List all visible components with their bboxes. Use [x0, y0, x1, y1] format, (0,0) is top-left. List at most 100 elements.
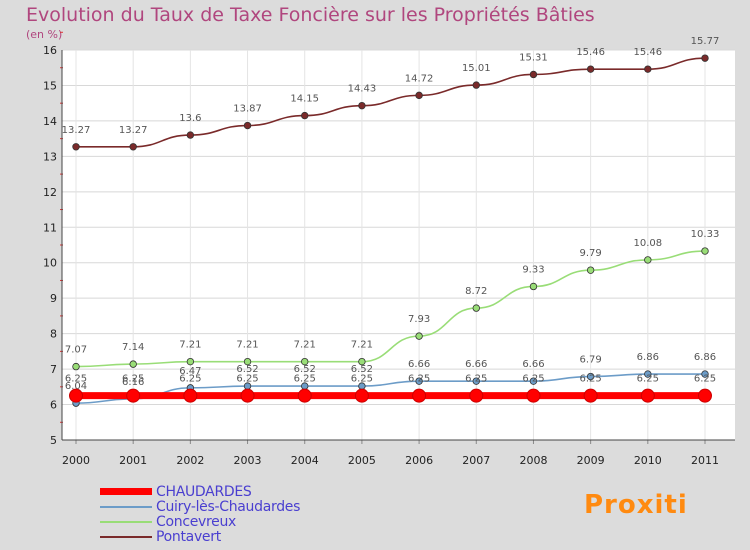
- data-point: [529, 377, 538, 385]
- data-label: 6.25: [351, 374, 373, 385]
- legend-swatch: [100, 488, 152, 495]
- data-point: [186, 131, 195, 139]
- data-label: 6.79: [580, 355, 602, 366]
- legend-label: Pontavert: [156, 528, 221, 545]
- chart-title: Evolution du Taux de Taxe Foncière sur l…: [26, 4, 595, 26]
- data-point: [529, 282, 538, 291]
- x-tick-label: 2008: [519, 454, 547, 467]
- data-label: 13.27: [62, 125, 91, 136]
- y-tick-label: 13: [43, 150, 57, 163]
- data-label: 6.25: [65, 374, 87, 385]
- data-point: [129, 143, 137, 151]
- data-point: [415, 91, 423, 100]
- y-tick-label: 9: [50, 292, 57, 305]
- data-label: 6.25: [236, 374, 258, 385]
- data-label: 10.08: [633, 238, 662, 249]
- data-label: 6.25: [294, 374, 316, 385]
- y-tick-label: 8: [50, 328, 57, 341]
- data-point: [526, 388, 541, 403]
- data-label: 6.25: [408, 374, 430, 385]
- legend-item: CHAUDARDES: [100, 483, 300, 500]
- x-tick-label: 2009: [577, 454, 605, 467]
- data-point: [644, 370, 652, 378]
- data-label: 9.79: [580, 248, 602, 259]
- data-label: 6.25: [122, 374, 144, 385]
- data-point: [186, 357, 195, 366]
- data-label: 6.66: [465, 359, 487, 370]
- data-label: 7.21: [236, 340, 258, 351]
- legend-swatch: [100, 535, 152, 538]
- y-tick-label: 5: [50, 434, 57, 447]
- data-label: 9.33: [522, 264, 544, 275]
- x-tick-label: 2001: [119, 454, 147, 467]
- data-point: [529, 70, 538, 79]
- data-label: 6.25: [637, 374, 659, 385]
- data-label: 6.25: [179, 374, 201, 385]
- data-point: [698, 388, 712, 403]
- data-label: 15.31: [519, 52, 548, 63]
- legend-swatch: [100, 505, 152, 508]
- y-tick-label: 11: [43, 221, 57, 234]
- data-label: 6.66: [408, 359, 430, 370]
- y-tick-label: 14: [43, 115, 57, 128]
- data-point: [126, 388, 141, 403]
- y-tick-label: 16: [43, 44, 57, 57]
- data-label: 6.52: [236, 364, 258, 375]
- legend-label: Concevreux: [156, 513, 237, 530]
- chart-legend: CHAUDARDES Cuiry-lès-Chaudardes Concevreux…: [100, 483, 301, 545]
- x-tick-label: 2010: [634, 454, 662, 467]
- data-label: 7.07: [65, 345, 87, 356]
- x-tick-label: 2006: [405, 454, 433, 467]
- data-label: 7.14: [122, 342, 144, 353]
- data-point: [354, 388, 369, 403]
- data-label: 14.15: [290, 94, 319, 105]
- data-label: 6.16: [122, 377, 144, 388]
- x-tick-label: 2011: [691, 454, 719, 467]
- data-point: [472, 377, 480, 385]
- data-point: [358, 101, 366, 110]
- data-label: 13.27: [119, 125, 148, 136]
- data-point: [644, 65, 652, 73]
- data-label: 6.52: [294, 364, 316, 375]
- data-label: 13.6: [179, 113, 201, 124]
- data-point: [358, 357, 366, 366]
- data-label: 8.72: [465, 286, 487, 297]
- data-label: 6.52: [351, 364, 373, 375]
- data-label: 15.77: [691, 36, 720, 47]
- data-label: 6.66: [522, 359, 544, 370]
- data-point: [644, 256, 652, 264]
- data-label: 15.01: [462, 63, 491, 74]
- x-tick-label: 2000: [62, 454, 90, 467]
- data-point: [301, 357, 309, 366]
- x-tick-label: 2007: [462, 454, 490, 467]
- data-label: 14.72: [405, 73, 434, 84]
- legend-item: Pontavert: [100, 528, 300, 545]
- proxiti-logo: Proxiti: [584, 490, 688, 520]
- data-point: [129, 360, 137, 368]
- data-label: 6.25: [465, 374, 487, 385]
- data-point: [640, 388, 655, 403]
- x-tick-label: 2003: [234, 454, 262, 467]
- y-tick-label: 10: [43, 257, 57, 270]
- data-point: [586, 65, 595, 73]
- legend-label: CHAUDARDES: [156, 483, 252, 500]
- legend-item: Cuiry-lès-Chaudardes: [100, 498, 301, 515]
- data-label: 13.87: [233, 104, 262, 115]
- data-label: 7.21: [294, 340, 316, 351]
- data-point: [72, 143, 80, 151]
- legend-swatch: [100, 520, 152, 523]
- data-point: [469, 388, 484, 403]
- data-label: 6.04: [65, 381, 87, 392]
- x-tick-label: 2004: [291, 454, 319, 467]
- data-label: 6.25: [694, 374, 716, 385]
- y-tick-label: 15: [43, 79, 57, 92]
- data-label: 7.21: [179, 340, 201, 351]
- data-point: [297, 388, 312, 403]
- legend-label: Cuiry-lès-Chaudardes: [156, 498, 301, 515]
- y-tick-label: 7: [50, 363, 57, 376]
- data-label: 6.25: [580, 374, 602, 385]
- data-point: [583, 388, 598, 403]
- y-tick-label: 12: [43, 186, 57, 199]
- data-point: [240, 388, 255, 403]
